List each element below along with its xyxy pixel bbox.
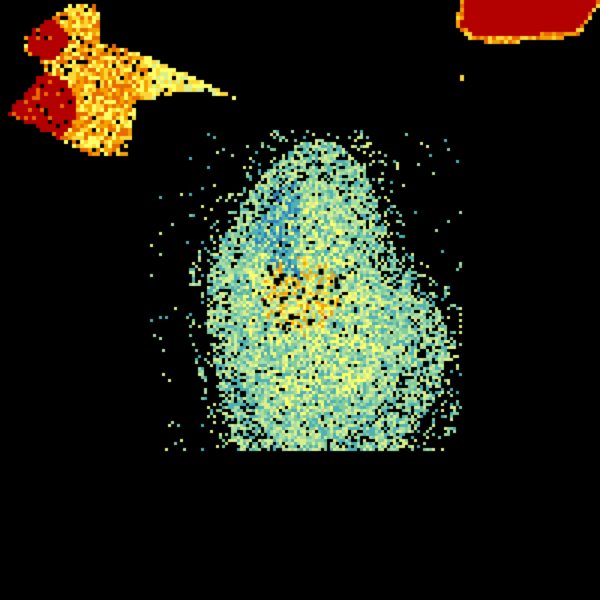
radar-reflectivity-map: [0, 0, 600, 600]
